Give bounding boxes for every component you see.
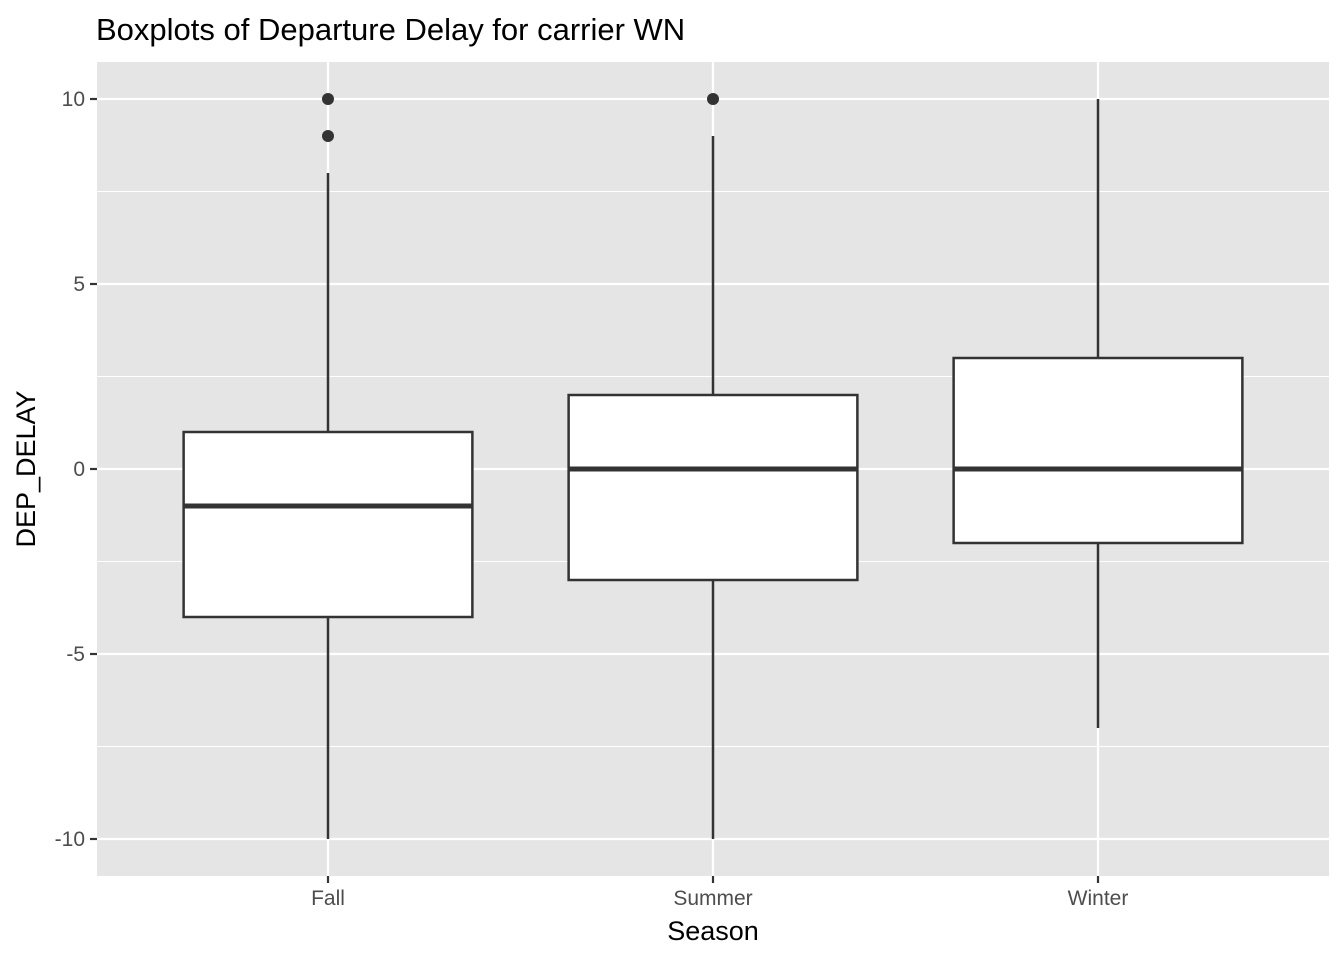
chart-title: Boxplots of Departure Delay for carrier … [96,12,685,47]
x-tick-label: Summer [673,887,752,910]
box-iqr [952,356,1244,545]
x-axis: Fall Summer Winter [311,876,1128,910]
box-iqr [567,393,859,582]
box-summer [567,93,859,839]
x-tick-label: Fall [311,887,345,910]
y-tick-label: 5 [73,273,85,296]
y-axis: -10 -5 0 5 10 [55,88,97,851]
outlier-point [322,93,334,105]
y-tick-label: 10 [62,88,85,111]
x-tick-label: Winter [1068,887,1129,910]
y-axis-title: DEP_DELAY [11,390,41,547]
y-tick-label: -10 [55,828,85,851]
y-tick-label: -5 [66,643,85,666]
y-tick-label: 0 [73,458,85,481]
outlier-point [322,130,334,142]
box-fall [182,93,474,839]
box-winter [952,99,1244,728]
box-iqr [182,430,474,619]
outlier-point [707,93,719,105]
x-axis-title: Season [667,916,759,946]
boxes-layer [182,93,1244,839]
